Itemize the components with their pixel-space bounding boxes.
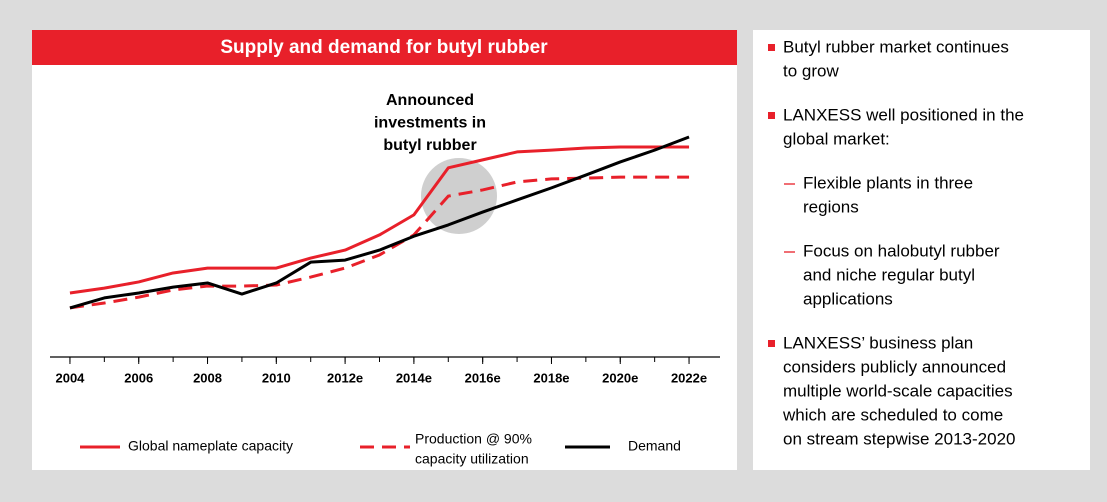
x-tick-label: 2014e (396, 370, 432, 385)
series-line (69, 145, 690, 295)
bullet-text: which are scheduled to come (782, 405, 1003, 424)
legend-label: Demand (628, 438, 681, 454)
x-tick-label: 2012e (327, 370, 363, 385)
title-bar (32, 30, 737, 65)
text-panel (753, 30, 1090, 470)
x-tick-label: 2018e (533, 370, 569, 385)
annotation: butyl rubber (383, 137, 476, 154)
bullet-text: LANXESS’ business plan (783, 333, 973, 352)
bullet (768, 340, 775, 347)
bullet (768, 44, 775, 51)
bullet (768, 112, 775, 119)
annotation: Announced (386, 92, 474, 109)
bullet-text: to grow (783, 61, 839, 80)
x-tick-label: 2006 (124, 370, 153, 385)
legend-label: capacity utilization (415, 451, 529, 467)
bullet-text: Focus on halobutyl rubber (803, 241, 1000, 260)
legend-label: Production @ 90% (415, 431, 532, 447)
annotation: investments in (374, 115, 486, 132)
bullet-text: regions (803, 197, 859, 216)
chart-title: Supply and demand for butyl rubber (220, 37, 548, 58)
bullet-text: considers publicly announced (783, 357, 1006, 376)
bullet-text: applications (803, 289, 893, 308)
series-line (69, 175, 690, 310)
bullet-text: and niche regular butyl (803, 265, 975, 284)
chart-panel (32, 30, 737, 470)
bullet-text: LANXESS well positioned in the (783, 105, 1024, 124)
bullet-text: multiple world-scale capacities (783, 381, 1013, 400)
x-tick-label: 2022e (671, 370, 707, 385)
legend-label: Global nameplate capacity (128, 438, 293, 454)
bullet-text: Flexible plants in three (803, 173, 973, 192)
bullet-text: global market: (783, 129, 890, 148)
bullet-text: Butyl rubber market continues (783, 37, 1009, 56)
bullet-text: on stream stepwise 2013-2020 (783, 429, 1015, 448)
x-tick-label: 2020e (602, 370, 638, 385)
x-tick-label: 2010 (262, 370, 291, 385)
x-tick-label: 2004 (55, 370, 85, 385)
series-line (69, 135, 690, 310)
highlight-circle (421, 158, 497, 234)
x-tick-label: 2016e (465, 370, 501, 385)
x-tick-label: 2008 (193, 370, 222, 385)
